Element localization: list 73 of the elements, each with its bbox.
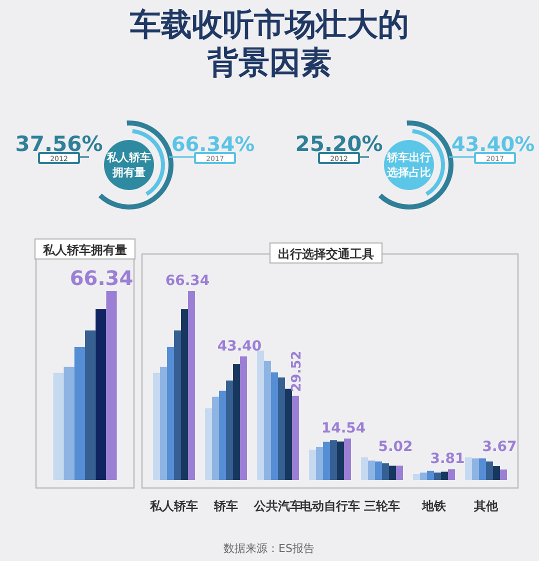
bar <box>106 291 117 480</box>
bar <box>344 438 351 480</box>
bar <box>153 372 160 480</box>
bar <box>396 466 403 480</box>
data-label: 3.67 <box>482 439 517 456</box>
data-label: 5.02 <box>378 439 413 456</box>
bar <box>441 472 448 480</box>
bar <box>500 470 507 480</box>
text: 25.20% <box>295 132 383 156</box>
bar <box>174 330 181 480</box>
bar <box>389 466 396 480</box>
bar <box>323 442 330 480</box>
bar <box>226 380 233 480</box>
bar <box>309 450 316 480</box>
bar <box>292 396 299 480</box>
bar <box>271 372 278 480</box>
bar <box>212 396 219 480</box>
bar <box>413 474 420 480</box>
x-tick-label: 三轮车 <box>364 499 400 513</box>
bar <box>493 466 500 480</box>
text: 43.40% <box>451 132 535 156</box>
x-tick-label: 私人轿车 <box>149 499 198 513</box>
bar <box>472 458 479 480</box>
chart-title: 私人轿车拥有量 <box>42 243 127 257</box>
data-label: 66.34 <box>70 266 134 290</box>
bar <box>337 442 344 480</box>
data-label: 3.81 <box>430 451 465 468</box>
bar <box>53 372 64 480</box>
source-note: 数据来源：ES报告 <box>224 542 314 555</box>
x-tick-label: 地铁 <box>421 499 447 513</box>
x-tick-label: 轿车 <box>213 499 238 513</box>
bar <box>264 360 271 480</box>
data-label: 14.54 <box>321 420 366 437</box>
bar <box>85 330 96 480</box>
bar <box>420 472 427 480</box>
text: 轿车出行选择占比 <box>386 150 432 180</box>
bar <box>427 470 434 480</box>
bar <box>181 309 188 480</box>
bar <box>233 364 240 480</box>
bar <box>448 469 455 480</box>
bar <box>375 461 382 480</box>
bar <box>368 460 375 480</box>
x-tick-label: 公共汽车 <box>253 499 302 513</box>
bar <box>316 446 323 480</box>
x-tick-label: 电动自行车 <box>300 499 360 513</box>
bar <box>382 463 389 480</box>
bar <box>361 457 368 480</box>
text: 车载收听市场壮大的背景因素 <box>129 6 410 82</box>
bar <box>167 346 174 480</box>
text: 66.34% <box>171 132 255 156</box>
bar <box>74 346 85 480</box>
bar <box>465 457 472 480</box>
bar <box>64 366 74 480</box>
bar <box>486 461 493 480</box>
bar <box>434 472 441 480</box>
bar <box>96 309 106 480</box>
text: 私人轿车拥有量 <box>106 150 152 180</box>
bar <box>278 377 285 480</box>
bar <box>285 388 292 480</box>
data-label: 43.40 <box>217 338 262 354</box>
bar <box>219 390 226 480</box>
bar <box>160 366 167 480</box>
chart-title: 出行选择交通工具 <box>278 247 374 261</box>
bar <box>240 356 247 480</box>
data-label: 66.34 <box>165 273 210 289</box>
bar <box>479 458 486 480</box>
x-tick-label: 其他 <box>473 499 499 513</box>
bar <box>330 440 337 480</box>
bar <box>257 350 264 480</box>
data-label: 29.52 <box>290 350 304 392</box>
bar <box>188 291 195 480</box>
text: 37.56% <box>15 132 103 156</box>
bar <box>205 408 212 480</box>
